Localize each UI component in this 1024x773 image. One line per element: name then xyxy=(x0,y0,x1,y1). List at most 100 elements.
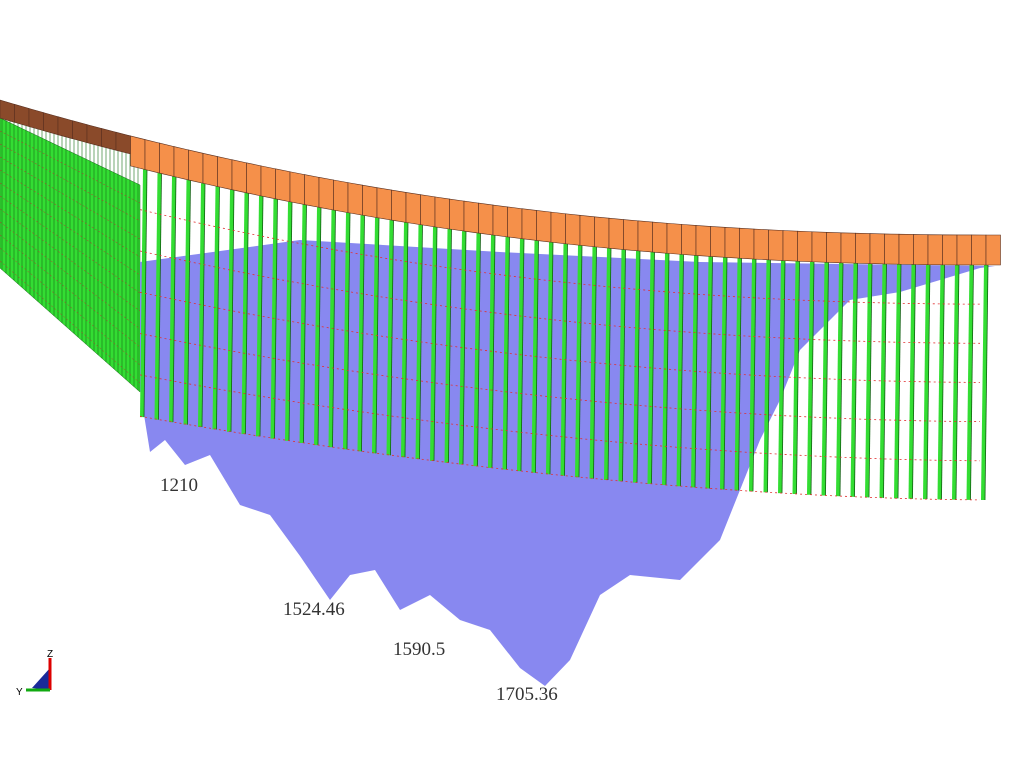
pile-edge xyxy=(984,264,989,500)
beam-segment xyxy=(101,128,117,151)
beam-segment xyxy=(507,206,523,240)
beam-segment xyxy=(971,234,987,266)
beam-segment xyxy=(434,196,450,230)
pile xyxy=(169,176,176,423)
value-label: 1705.36 xyxy=(496,684,558,705)
pile xyxy=(981,264,988,501)
pile xyxy=(140,169,147,418)
beam-segment xyxy=(43,112,59,136)
beam-segment xyxy=(637,220,653,253)
grid-line xyxy=(139,291,981,383)
beam-segment xyxy=(768,229,784,261)
beam-segment xyxy=(840,232,856,264)
beam-segment xyxy=(913,234,929,265)
beam-segment xyxy=(449,198,465,232)
axis-y-label: Y xyxy=(16,687,23,698)
grid-line xyxy=(139,333,981,422)
beam-segment xyxy=(811,231,827,263)
beam-segment xyxy=(57,116,73,140)
beam-segment xyxy=(173,146,189,181)
beam-segment xyxy=(753,228,769,261)
beam-segment xyxy=(115,131,131,155)
axis-triad: Z Y xyxy=(16,649,53,698)
beam-segment xyxy=(797,230,813,263)
beam-segment xyxy=(985,234,1001,266)
pile xyxy=(183,179,191,425)
grid-line xyxy=(139,209,980,305)
beam-segment xyxy=(202,152,218,187)
beam-segment xyxy=(144,139,160,174)
beam-segment xyxy=(333,179,349,213)
beam-segment xyxy=(72,120,88,144)
beam-segment xyxy=(217,156,233,191)
pile xyxy=(241,192,249,435)
beam-segment xyxy=(347,182,363,216)
beam-segment xyxy=(260,165,276,200)
beam-segment xyxy=(942,234,958,266)
beam-segment xyxy=(318,176,334,211)
beam-segment xyxy=(231,159,247,194)
value-label: 1524.46 xyxy=(283,599,345,620)
axis-x xyxy=(32,668,50,690)
beam-segment xyxy=(681,224,697,256)
grid-line xyxy=(139,250,981,344)
grid-line xyxy=(0,156,141,240)
beam-segment xyxy=(159,142,175,177)
beam-segment xyxy=(855,232,871,264)
grid-line xyxy=(139,415,981,501)
beam-segment xyxy=(710,226,726,258)
left-pile-wall xyxy=(0,117,141,393)
pile xyxy=(198,183,205,428)
grid-line xyxy=(0,234,141,348)
beam-segment xyxy=(391,189,407,223)
beam-segment xyxy=(927,234,943,266)
grid-line xyxy=(0,260,141,384)
value-label: 1590.5 xyxy=(393,639,445,660)
grid-line xyxy=(0,195,141,294)
beam-segment xyxy=(0,99,15,123)
beam-segment xyxy=(869,233,885,265)
beam-segment xyxy=(188,149,204,184)
grid-line xyxy=(0,208,141,312)
beam-segment xyxy=(956,234,972,266)
beam-segment xyxy=(362,184,378,219)
beam-segment xyxy=(492,204,508,238)
beam-segment xyxy=(608,217,624,250)
grid-line xyxy=(0,169,141,258)
beam-segment xyxy=(536,210,552,243)
beam-segment xyxy=(420,194,436,228)
beam-segment xyxy=(86,124,102,147)
value-label: 1210 xyxy=(160,475,198,496)
beam-segment xyxy=(739,227,755,260)
beam-segment xyxy=(246,162,262,197)
pile xyxy=(227,189,234,432)
beam-segment xyxy=(623,219,639,252)
beam-segment xyxy=(898,233,914,265)
beam-segment xyxy=(782,230,798,262)
beam-segment xyxy=(884,233,900,265)
grid-line xyxy=(0,247,141,366)
beam-segment xyxy=(376,187,392,221)
grid-line xyxy=(0,143,141,222)
beam-segment xyxy=(695,225,711,257)
grid-line xyxy=(139,374,981,462)
beam-segment xyxy=(565,213,581,246)
beam-segment xyxy=(304,174,320,208)
beam-segment xyxy=(652,221,668,254)
beam-segment xyxy=(826,231,842,264)
beam-segment xyxy=(405,192,421,226)
beam-segment xyxy=(521,208,537,241)
beam-segment xyxy=(594,216,610,249)
axis-z-label: Z xyxy=(47,649,53,660)
beam-segment xyxy=(130,135,146,170)
beam-segment xyxy=(550,211,566,245)
beam-segment xyxy=(289,171,305,205)
beam-segment xyxy=(463,200,479,234)
beam-segment xyxy=(28,108,44,132)
beam-segment xyxy=(14,103,30,127)
pile xyxy=(154,173,162,420)
pile xyxy=(212,186,220,430)
beam-segment xyxy=(275,168,291,203)
beam-segment xyxy=(724,227,740,259)
